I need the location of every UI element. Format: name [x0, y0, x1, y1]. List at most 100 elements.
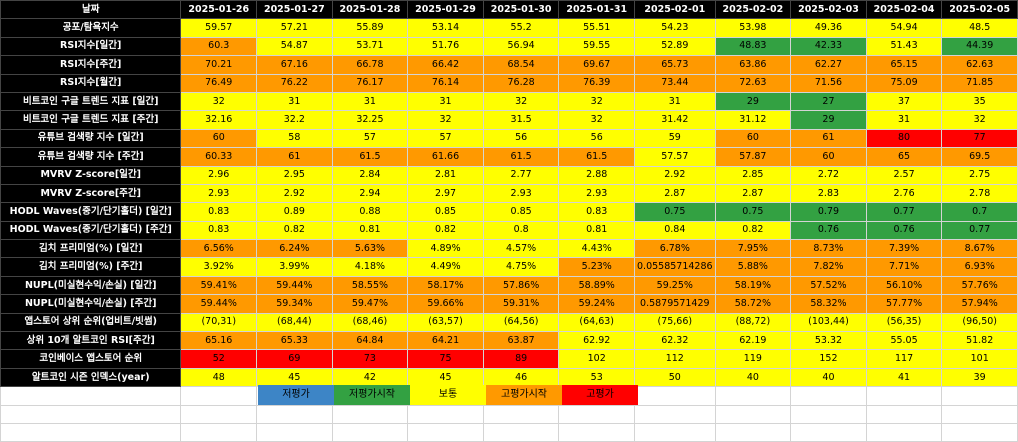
value-cell[interactable]: 7.95% [714, 239, 792, 259]
value-cell[interactable]: 75 [407, 349, 484, 369]
value-cell[interactable]: 2.87 [634, 183, 716, 204]
value-cell[interactable]: 65.15 [865, 55, 943, 75]
value-cell[interactable]: 89 [482, 349, 560, 369]
value-cell[interactable]: 2.97 [407, 183, 484, 204]
value-cell[interactable]: 62.92 [558, 331, 636, 351]
value-cell[interactable]: 41 [865, 367, 943, 388]
row-label-cell[interactable]: 비트코인 구글 트렌드 지표 [일간] [0, 91, 182, 112]
date-header-cell[interactable]: 2025-01-28 [331, 0, 409, 20]
value-cell[interactable]: 59.66% [407, 294, 484, 314]
value-cell[interactable]: 60 [790, 147, 867, 167]
value-cell[interactable]: 59.25% [634, 275, 716, 296]
empty-cell[interactable] [634, 404, 716, 424]
date-header-cell[interactable]: 2025-02-05 [941, 0, 1018, 20]
empty-cell[interactable] [558, 404, 636, 424]
value-cell[interactable]: 65.73 [634, 55, 716, 75]
value-cell[interactable]: 0.83 [180, 220, 258, 241]
value-cell[interactable]: 40 [790, 367, 867, 388]
value-cell[interactable]: 45 [256, 367, 333, 388]
value-cell[interactable]: 57 [407, 128, 484, 149]
value-cell[interactable]: 73.44 [634, 73, 716, 93]
value-cell[interactable]: 77 [941, 128, 1018, 149]
value-cell[interactable]: 31.12 [714, 110, 792, 130]
value-cell[interactable]: 48 [180, 367, 258, 388]
value-cell[interactable]: 0.75 [714, 202, 792, 222]
empty-cell[interactable] [482, 422, 560, 442]
date-header-cell[interactable]: 2025-02-03 [790, 0, 867, 20]
empty-cell[interactable] [865, 386, 943, 406]
value-cell[interactable]: 0.83 [558, 202, 636, 222]
value-cell[interactable]: 152 [790, 349, 867, 369]
empty-cell[interactable] [865, 404, 943, 424]
value-cell[interactable]: 76.49 [180, 73, 258, 93]
empty-cell[interactable] [714, 404, 792, 424]
value-cell[interactable]: 69 [256, 349, 333, 369]
value-cell[interactable]: 2.96 [180, 165, 258, 185]
row-label-cell[interactable]: 상위 10개 알트코인 RSI[주간] [0, 331, 182, 351]
value-cell[interactable]: 53 [558, 367, 636, 388]
value-cell[interactable]: 61.66 [407, 147, 484, 167]
value-cell[interactable]: 32.25 [331, 110, 409, 130]
value-cell[interactable]: 50 [634, 367, 716, 388]
value-cell[interactable]: 55.89 [331, 18, 409, 38]
value-cell[interactable]: 3.92% [180, 257, 258, 277]
value-cell[interactable]: 55.2 [482, 18, 560, 38]
value-cell[interactable]: 0.5879571429 [634, 294, 716, 314]
row-label-cell[interactable]: 앱스토어 상위 순위(업비트/빗썸) [0, 312, 182, 333]
row-label-cell[interactable]: 유튜브 검색량 지수 [주간] [0, 147, 182, 167]
value-cell[interactable]: (63,57) [407, 312, 484, 333]
empty-cell[interactable] [790, 404, 867, 424]
row-label-cell[interactable]: RSI지수[주간] [0, 55, 182, 75]
value-cell[interactable]: 57.52% [790, 275, 867, 296]
value-cell[interactable]: 57.77% [865, 294, 943, 314]
empty-cell[interactable] [941, 404, 1018, 424]
value-cell[interactable]: 69.67 [558, 55, 636, 75]
date-header-cell[interactable]: 2025-01-31 [558, 0, 636, 20]
row-label-cell[interactable]: RSI지수[월간] [0, 73, 182, 93]
value-cell[interactable]: 0.85 [482, 202, 560, 222]
value-cell[interactable]: 32 [558, 110, 636, 130]
value-cell[interactable]: 58 [256, 128, 333, 149]
empty-cell[interactable] [0, 386, 182, 406]
value-cell[interactable]: (103,44) [790, 312, 867, 333]
value-cell[interactable]: 32 [941, 110, 1018, 130]
value-cell[interactable]: 56.94 [482, 36, 560, 57]
value-cell[interactable]: 31 [331, 91, 409, 112]
value-cell[interactable]: 2.93 [482, 183, 560, 204]
value-cell[interactable]: 8.73% [790, 239, 867, 259]
value-cell[interactable]: 2.85 [714, 165, 792, 185]
value-cell[interactable]: 76.39 [558, 73, 636, 93]
value-cell[interactable]: 59.34% [256, 294, 333, 314]
date-header-cell[interactable]: 2025-02-02 [714, 0, 792, 20]
empty-cell[interactable] [331, 422, 409, 442]
date-header-cell[interactable]: 2025-01-27 [256, 0, 333, 20]
row-label-cell[interactable]: 김치 프리미엄(%) [주간] [0, 257, 182, 277]
empty-cell[interactable] [634, 422, 716, 442]
value-cell[interactable]: 66.78 [331, 55, 409, 75]
value-cell[interactable]: 2.76 [865, 183, 943, 204]
value-cell[interactable]: 63.86 [714, 55, 792, 75]
value-cell[interactable]: 31.42 [634, 110, 716, 130]
value-cell[interactable]: 59.31% [482, 294, 560, 314]
value-cell[interactable]: 6.24% [256, 239, 333, 259]
value-cell[interactable]: 53.14 [407, 18, 484, 38]
value-cell[interactable]: 4.75% [482, 257, 560, 277]
value-cell[interactable]: 57 [331, 128, 409, 149]
value-cell[interactable]: 5.23% [558, 257, 636, 277]
value-cell[interactable]: (75,66) [634, 312, 716, 333]
value-cell[interactable]: 60.33 [180, 147, 258, 167]
value-cell[interactable]: 71.56 [790, 73, 867, 93]
value-cell[interactable]: 5.63% [331, 239, 409, 259]
value-cell[interactable]: 57.21 [256, 18, 333, 38]
value-cell[interactable]: 0.75 [634, 202, 716, 222]
value-cell[interactable]: 4.18% [331, 257, 409, 277]
value-cell[interactable]: 57.94% [941, 294, 1018, 314]
value-cell[interactable]: 53.32 [790, 331, 867, 351]
value-cell[interactable]: 59 [634, 128, 716, 149]
value-cell[interactable]: 54.87 [256, 36, 333, 57]
value-cell[interactable]: 31.5 [482, 110, 560, 130]
value-cell[interactable]: 57.76% [941, 275, 1018, 296]
value-cell[interactable]: 60 [180, 128, 258, 149]
value-cell[interactable]: 32 [180, 91, 258, 112]
empty-cell[interactable] [0, 422, 182, 442]
